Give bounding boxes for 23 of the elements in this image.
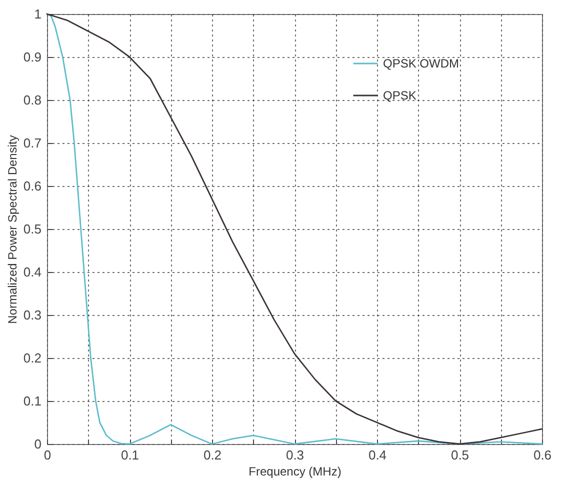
y-tick-label: 0.7	[23, 136, 42, 150]
y-tick-label: 1	[34, 6, 42, 22]
y-tick-label: 0.2	[23, 350, 42, 366]
y-axis-title: Normalized Power Spectral Density	[5, 135, 20, 324]
y-tick-label: 0.3	[23, 308, 42, 322]
y-tick-label: 0.1	[23, 394, 42, 408]
y-tick-label: 0	[34, 436, 42, 452]
line-series	[46, 13, 543, 445]
y-tick-label: 0.8	[23, 92, 42, 108]
y-tick-label: 0.4	[23, 264, 42, 280]
x-axis-title: Frequency (MHz)	[248, 464, 342, 478]
x-tick-label: 0.6	[533, 448, 552, 462]
x-tick-label: 0	[44, 448, 52, 462]
x-tick-label: 0.5	[450, 448, 470, 462]
x-tick-label: 0.1	[120, 448, 140, 462]
legend-label: QPSK OWDM	[383, 56, 460, 70]
x-tick-label: 0.3	[286, 448, 304, 462]
x-tick-label: 0.4	[368, 448, 387, 462]
y-tick-label: 0.5	[23, 222, 42, 236]
legend-label: QPSK	[383, 88, 416, 102]
y-tick-label: 0.9	[23, 50, 42, 64]
y-tick-label: 0.6	[23, 178, 42, 194]
x-tick-label: 0.2	[203, 448, 222, 462]
